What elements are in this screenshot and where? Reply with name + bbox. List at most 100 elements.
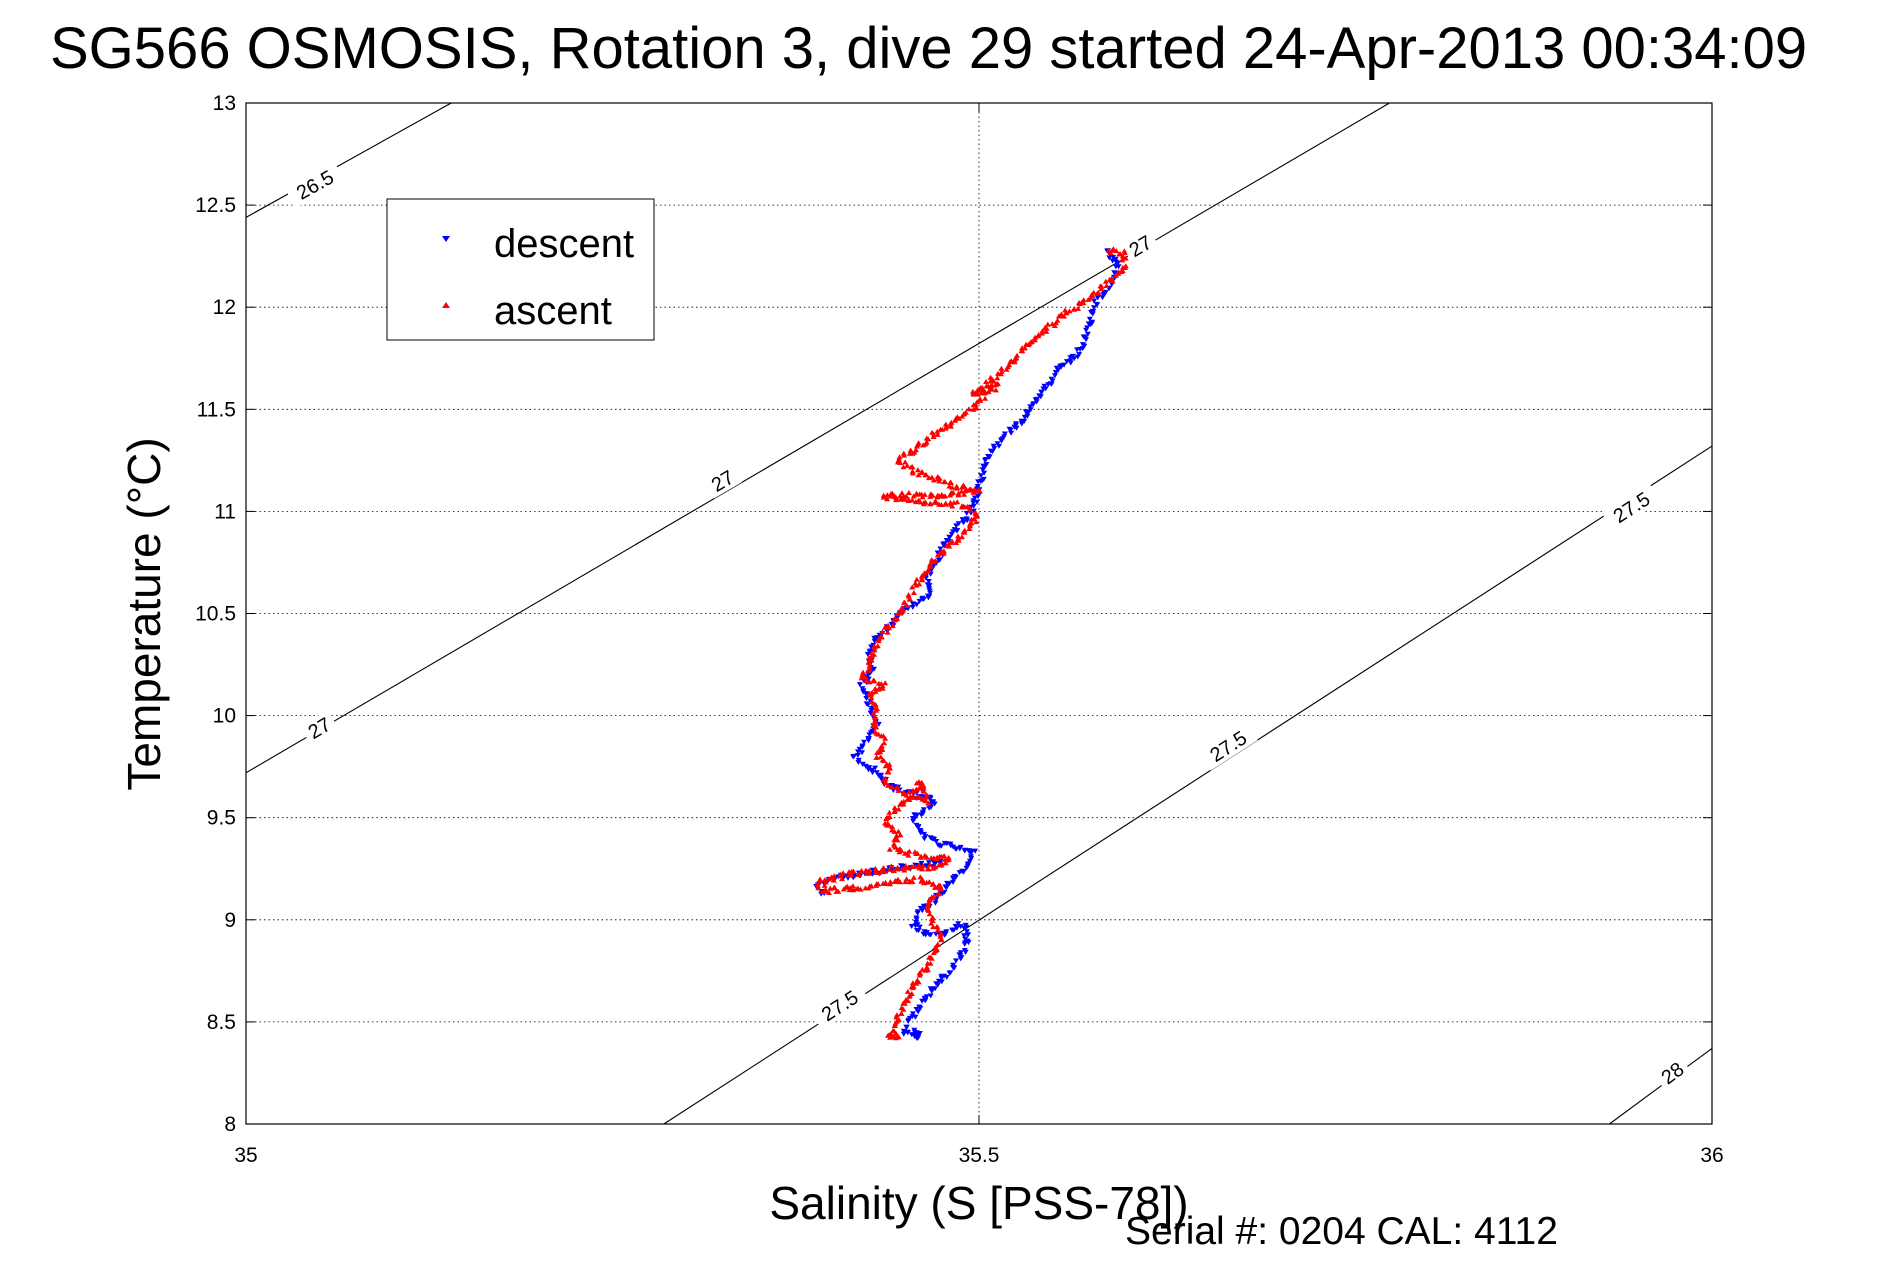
ascent-point <box>938 502 945 507</box>
ascent-point <box>910 787 916 793</box>
ascent-point <box>909 980 916 986</box>
ascent-point <box>900 1006 907 1012</box>
ascent-point <box>873 724 880 730</box>
descent-point <box>859 762 866 767</box>
ascent-point <box>889 824 896 830</box>
ascent-point <box>872 718 879 724</box>
ascent-point <box>928 894 935 900</box>
ascent-point <box>837 873 844 879</box>
y-tick-label: 13 <box>213 92 236 115</box>
ascent-point <box>938 930 945 936</box>
ascent-point <box>924 903 931 909</box>
ascent-point <box>882 735 889 741</box>
descent-point <box>964 932 971 938</box>
ascent-point <box>934 927 941 933</box>
descent-point <box>1036 393 1043 399</box>
ascent-point <box>895 828 902 834</box>
ascent-point <box>1085 296 1092 302</box>
ascent-point <box>913 576 920 582</box>
ascent-point <box>891 809 898 814</box>
ascent-point <box>896 846 903 852</box>
serial-cal-text: Serial #: 0204 CAL: 4112 <box>1125 1210 1558 1253</box>
descent-point <box>1091 305 1097 311</box>
ascent-point <box>903 603 910 608</box>
ascent-point <box>947 492 954 498</box>
descent-point <box>986 454 993 460</box>
ascent-point <box>942 501 949 507</box>
y-tick-label: 10.5 <box>195 603 236 626</box>
ascent-point <box>928 920 935 926</box>
descent-point <box>920 903 927 909</box>
descent-point <box>961 941 968 947</box>
ascent-point <box>923 794 929 800</box>
ascent-point <box>1044 321 1051 327</box>
ascent-point <box>857 886 864 892</box>
ascent-point <box>995 370 1001 376</box>
ascent-point <box>906 789 913 795</box>
ascent-point <box>909 470 916 476</box>
ascent-point <box>876 746 883 752</box>
descent-point <box>871 638 878 644</box>
ascent-point <box>1076 300 1082 305</box>
ascent-point <box>903 792 910 798</box>
ascent-point <box>892 844 899 850</box>
legend-box <box>386 198 655 341</box>
descent-point <box>1099 295 1106 301</box>
ascent-point <box>938 886 945 891</box>
ascent-point <box>886 846 893 852</box>
ascent-point <box>868 657 875 663</box>
ascent-point <box>885 782 891 788</box>
ascent-point <box>916 865 923 871</box>
y-tick-label: 8.5 <box>207 1011 236 1034</box>
descent-point <box>948 531 955 537</box>
ascent-point <box>970 390 977 396</box>
x-tick-label: 36 <box>1700 1144 1723 1167</box>
descent-point <box>933 839 940 844</box>
descent-point <box>871 636 878 641</box>
descent-point <box>915 824 922 830</box>
ascent-point <box>915 793 922 799</box>
descent-point <box>933 981 940 987</box>
ascent-point <box>922 967 929 973</box>
ascent-point <box>1032 334 1039 340</box>
ascent-point <box>910 590 917 595</box>
descent-point <box>1112 256 1119 262</box>
ascent-point <box>904 462 911 468</box>
ascent-point <box>905 852 912 858</box>
descent-point <box>1040 386 1047 392</box>
ascent-point <box>926 861 933 867</box>
ascent-point <box>967 523 973 529</box>
ascent-point <box>886 866 893 872</box>
ascent-point <box>858 868 865 873</box>
ascent-point <box>862 674 869 680</box>
ascent-point <box>887 879 894 885</box>
x-tick-label: 35.5 <box>959 1144 1000 1167</box>
descent-point <box>911 1027 918 1033</box>
ascent-point <box>923 435 930 441</box>
ascent-point <box>1031 337 1038 343</box>
descent-point <box>925 595 932 601</box>
y-tick-label: 11 <box>214 500 236 523</box>
ascent-point <box>1103 283 1110 288</box>
ascent-point <box>934 891 941 897</box>
descent-point <box>1022 409 1029 415</box>
descent-point <box>1100 292 1107 298</box>
ascent-point <box>894 611 901 617</box>
descent-point <box>888 621 895 627</box>
descent-point <box>923 863 930 869</box>
ascent-point <box>1106 276 1113 282</box>
descent-point <box>914 909 921 915</box>
ascent-point <box>849 883 856 889</box>
contour-label-bg <box>1652 1054 1692 1092</box>
ascent-point <box>883 816 890 822</box>
ascent-point <box>882 763 889 769</box>
descent-point <box>1011 424 1018 430</box>
ascent-point <box>906 848 913 854</box>
ascent-point <box>913 582 920 588</box>
ascent-point <box>966 526 973 531</box>
ascent-point <box>936 478 943 484</box>
ascent-point <box>919 572 926 578</box>
ascent-point <box>927 493 934 499</box>
descent-point <box>1006 426 1013 432</box>
descent-point <box>920 794 927 800</box>
